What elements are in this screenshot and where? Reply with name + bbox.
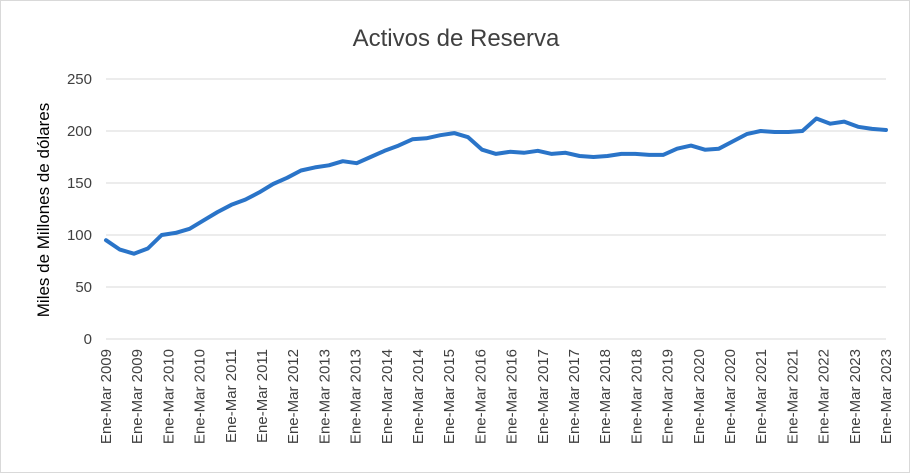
y-tick-label: 100 [67,227,92,244]
data-point-24 [438,133,442,137]
data-point-27 [480,148,484,152]
data-point-54 [856,125,860,129]
data-point-33 [564,151,568,155]
chart-title: Activos de Reserva [353,25,560,52]
x-tick-label: Ene-Mar 2014 [410,349,427,444]
data-point-3 [146,247,150,250]
data-point-44 [717,147,721,151]
data-point-40 [661,153,665,157]
x-tick-label: Ene-Mar 2023 [878,349,895,444]
x-tick-label: Ene-Mar 2010 [192,349,209,444]
data-point-17 [341,159,345,163]
x-tick-label: Ene-Mar 2021 [753,349,770,444]
x-tick-label: Ene-Mar 2021 [784,349,801,444]
data-point-13 [285,176,289,180]
data-point-53 [842,120,846,124]
data-point-47 [759,129,763,133]
series-line-activos [104,116,888,256]
x-tick-label: Ene-Mar 2010 [160,349,177,444]
x-tick-label: Ene-Mar 2011 [223,349,240,443]
data-point-23 [424,136,428,140]
data-point-42 [689,144,693,148]
x-tick-label: Ene-Mar 2015 [441,349,458,444]
data-point-48 [773,130,777,134]
y-tick-label: 0 [84,331,92,348]
data-point-26 [466,135,470,139]
data-point-28 [494,152,498,156]
x-tick-label: Ene-Mar 2014 [379,349,396,444]
x-tick-label: Ene-Mar 2018 [597,349,614,444]
data-point-49 [787,130,790,134]
data-point-25 [452,131,456,135]
y-axis-ticks: 0 50 100 150 200 250 [67,71,92,348]
data-point-51 [814,117,818,120]
y-tick-label: 250 [67,71,92,88]
x-tick-label: Ene-Mar 2016 [504,349,521,444]
data-point-45 [731,139,735,143]
data-point-12 [271,182,275,186]
data-point-50 [800,129,804,133]
y-tick-label: 150 [67,175,92,192]
x-tick-label: Ene-Mar 2022 [816,349,833,444]
data-point-19 [369,155,373,159]
data-point-15 [313,165,317,169]
x-tick-label: Ene-Mar 2020 [722,349,739,444]
data-point-55 [870,127,874,131]
x-tick-label: Ene-Mar 2016 [472,349,489,444]
x-tick-label: Ene-Mar 2012 [285,349,302,444]
data-point-22 [410,137,414,141]
data-point-32 [550,152,554,156]
data-point-56 [884,128,888,132]
data-point-41 [675,147,679,151]
y-tick-label: 50 [75,279,92,296]
x-tick-label: Ene-Mar 2009 [129,349,146,444]
x-tick-label: Ene-Mar 2019 [660,349,677,444]
data-point-1 [118,248,122,252]
data-point-18 [355,161,359,165]
data-point-9 [229,203,233,207]
data-point-8 [215,210,219,214]
data-point-37 [619,152,623,156]
data-point-29 [508,150,512,154]
data-point-5 [174,231,178,235]
data-point-21 [397,144,400,148]
data-point-4 [160,233,164,237]
x-axis-ticks: Ene-Mar 2009 Ene-Mar 2009 Ene-Mar 2010 Ene-… [98,349,895,444]
y-tick-label: 200 [67,123,92,140]
series-points [104,117,888,256]
data-point-31 [536,149,540,153]
data-point-30 [522,151,526,155]
data-point-6 [188,227,192,231]
x-tick-label: Ene-Mar 2023 [847,349,864,444]
data-point-35 [592,155,595,159]
data-point-7 [202,218,205,222]
data-point-46 [745,132,749,136]
data-point-38 [633,152,637,156]
gridlines [106,78,886,340]
data-point-14 [299,169,303,172]
x-tick-label: Ene-Mar 2017 [566,349,583,444]
y-axis-label: Miles de Millones de dólares [34,103,53,318]
data-point-20 [383,149,387,153]
data-point-10 [243,198,247,202]
data-point-11 [257,190,261,194]
data-point-16 [327,163,331,167]
x-tick-label: Ene-Mar 2017 [535,349,552,444]
data-point-36 [605,154,609,158]
x-tick-label: Ene-Mar 2009 [98,349,115,444]
x-tick-label: Ene-Mar 2013 [348,349,365,444]
data-point-2 [132,252,136,256]
data-point-34 [578,154,582,158]
x-tick-label: Ene-Mar 2013 [316,349,333,444]
x-tick-label: Ene-Mar 2020 [691,349,708,444]
data-point-43 [703,148,707,152]
data-point-52 [828,122,832,126]
x-tick-label: Ene-Mar 2011 [254,349,271,443]
x-tick-label: Ene-Mar 2018 [628,349,645,444]
data-point-0 [104,238,108,242]
data-point-39 [647,153,651,157]
